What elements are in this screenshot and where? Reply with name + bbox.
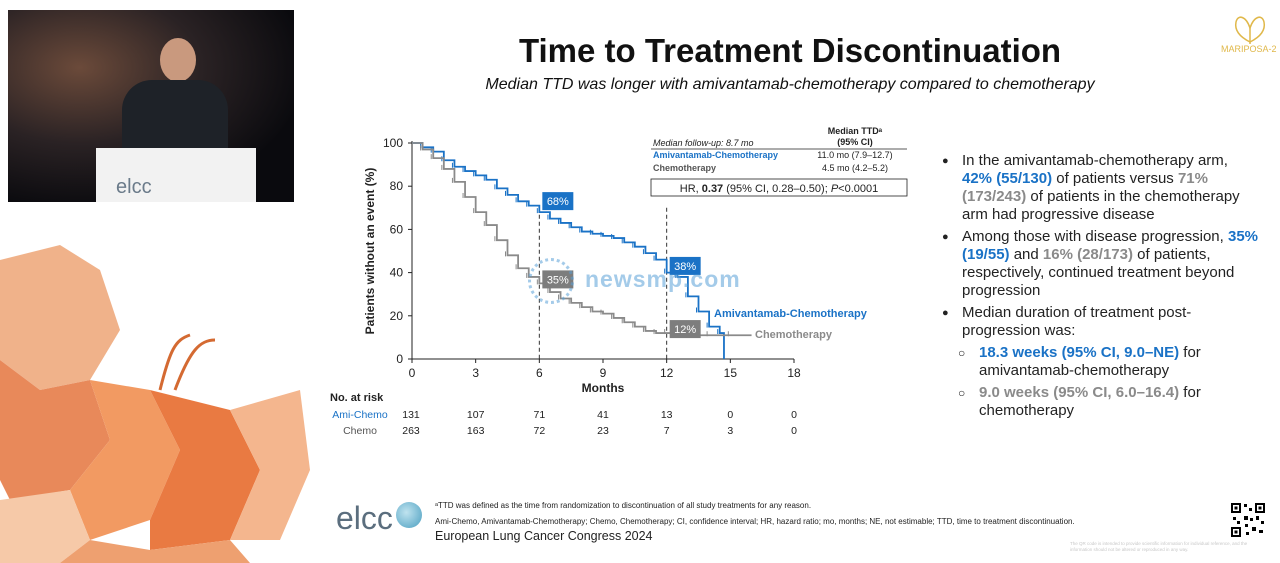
- qr-code-icon[interactable]: [1230, 502, 1266, 538]
- legend-followup: Median follow-up: 8.7 mo: [653, 138, 754, 148]
- y-tick-label: 40: [390, 266, 404, 280]
- hr-text-part: P: [831, 183, 839, 195]
- bullet-progression: In the amivantamab-chemotherapy arm, 42%…: [942, 152, 1262, 224]
- ami-continued-stat: 35% (19/55): [962, 228, 1259, 263]
- x-tick-label: 15: [724, 366, 738, 380]
- legend-header: Median TTDᵃ: [828, 126, 883, 136]
- chemo-duration-stat: 9.0 weeks (95% CI, 6.0–16.4): [979, 384, 1180, 401]
- bullet-text: of patients in the chemotherapy arm had …: [962, 188, 1240, 223]
- line-label-ami: Amivantamab-Chemotherapy: [714, 308, 868, 320]
- bullet-text: of patients versus: [1052, 170, 1178, 187]
- mariposa-logo-icon: [1234, 16, 1266, 44]
- risk-cell: 263: [402, 425, 420, 437]
- butterfly-decoration: [0, 245, 310, 563]
- risk-cell: 41: [597, 409, 609, 421]
- subbullet-chemo: 9.0 weeks (95% CI, 6.0–16.4) for chemoth…: [942, 384, 1262, 420]
- bullet-beyond-progression: Among those with disease progression, 35…: [942, 228, 1262, 300]
- bullet-text: of patients, respectively, continued tre…: [962, 246, 1235, 299]
- hr-text-part: 0.37: [702, 183, 723, 195]
- hr-text-part: (95% CI, 0.28–0.50);: [723, 183, 831, 195]
- x-tick-label: 12: [660, 366, 674, 380]
- watermark: newsmp.com: [585, 266, 741, 292]
- bullet-text: Among those with disease progression,: [962, 228, 1228, 245]
- legend-row-value: 11.0 mo (7.9–12.7): [817, 150, 892, 160]
- y-tick-label: 20: [390, 309, 404, 323]
- risk-cell: 23: [597, 425, 609, 437]
- speaker-video: elcc: [8, 10, 294, 202]
- risk-cell: 0: [791, 425, 797, 437]
- slide-subtitle: Median TTD was longer with amivantamab-c…: [485, 76, 1095, 93]
- bullet-text: for chemotherapy: [979, 384, 1201, 419]
- subbullet-ami: 18.3 weeks (95% CI, 9.0–NE) for amivanta…: [942, 344, 1262, 380]
- annotation-box: [542, 192, 574, 211]
- slide-title: Time to Treatment Discontinuation: [518, 32, 1062, 69]
- x-tick-label: 3: [472, 366, 479, 380]
- y-tick-label: 0: [396, 352, 403, 366]
- chemo-progression-stat: 71% (173/243): [962, 170, 1208, 205]
- risk-cell: 3: [727, 425, 733, 437]
- y-tick-label: 100: [383, 136, 403, 150]
- x-tick-label: 6: [536, 366, 543, 380]
- hr-text: HR, 0.37 (95% CI, 0.28–0.50); P<0.0001: [680, 183, 878, 195]
- y-tick-label: 80: [390, 179, 404, 193]
- hr-text-part: HR,: [680, 183, 702, 195]
- km-chart: 0 20 40 60 80 100 0 3 6 9 12 15 18 Months Patients wit…: [330, 126, 908, 437]
- bullet-text: Median duration of treatment post-progre…: [962, 304, 1192, 339]
- qr-disclaimer: The QR code is intended to provide scien…: [1070, 541, 1248, 552]
- legend-header-ci: (95% CI): [837, 137, 873, 147]
- bullet-text: In the amivantamab-chemotherapy arm,: [962, 152, 1228, 169]
- elcc-logo: elcc: [336, 500, 393, 536]
- mariposa-logo-text: MARIPOSA-2: [1221, 44, 1277, 54]
- x-tick-label: 0: [409, 366, 416, 380]
- risk-cell: 71: [533, 409, 545, 421]
- congress-name: European Lung Cancer Congress 2024: [435, 529, 653, 543]
- risk-cell: 163: [467, 425, 485, 437]
- risk-cell: 72: [533, 425, 545, 437]
- podium-logo: elcc: [116, 176, 152, 198]
- risk-cell: 13: [661, 409, 673, 421]
- speaker-head: [160, 38, 196, 82]
- legend-row-value: 4.5 mo (4.2–5.2): [822, 163, 888, 173]
- risk-row-name: Ami-Chemo: [332, 409, 388, 421]
- annotation-label: 68%: [547, 196, 569, 208]
- legend-row-name: Amivantamab-Chemotherapy: [653, 150, 778, 160]
- x-axis-label: Months: [582, 381, 625, 395]
- bullet-text: for amivantamab-chemotherapy: [979, 344, 1201, 379]
- hr-box: [650, 178, 908, 197]
- legend-row-name: Chemotherapy: [653, 163, 716, 173]
- risk-row-name: Chemo: [343, 425, 377, 437]
- annotation-box: [669, 320, 701, 339]
- series-line: [412, 142, 725, 359]
- annotation-box: [669, 256, 701, 275]
- y-tick-label: 60: [390, 222, 404, 236]
- x-tick-label: 18: [787, 366, 801, 380]
- elcc-logo-icon: [396, 502, 422, 528]
- speaker-body: [122, 80, 228, 160]
- bullet-list: In the amivantamab-chemotherapy arm, 42%…: [942, 152, 1262, 424]
- bullet-duration: Median duration of treatment post-progre…: [942, 304, 1262, 340]
- footnote-abbreviations: Ami-Chemo, Amivantamab-Chemotherapy; Che…: [435, 517, 1075, 526]
- y-axis-label: Patients without an event (%): [363, 168, 377, 335]
- risk-cell: 107: [467, 409, 485, 421]
- risk-table-title: No. at risk: [330, 392, 384, 404]
- annotation-label: 12%: [674, 324, 696, 336]
- line-label-chemo: Chemotherapy: [755, 329, 833, 341]
- risk-cell: 0: [727, 409, 733, 421]
- footnote-ttd: ᵃTTD was defined as the time from random…: [435, 501, 812, 510]
- risk-cell: 131: [402, 409, 420, 421]
- risk-cell: 7: [664, 425, 670, 437]
- chemo-continued-stat: 16% (28/173): [1042, 246, 1133, 263]
- watermark-icon: [528, 258, 574, 304]
- x-tick-label: 9: [600, 366, 607, 380]
- risk-cell: 0: [791, 409, 797, 421]
- hr-text-part: <0.0001: [838, 183, 878, 195]
- annotation-label: 38%: [674, 261, 696, 273]
- bullet-text: and: [1009, 246, 1043, 263]
- podium: elcc: [96, 148, 256, 202]
- ami-duration-stat: 18.3 weeks (95% CI, 9.0–NE): [979, 344, 1180, 361]
- ami-progression-stat: 42% (55/130): [962, 170, 1053, 187]
